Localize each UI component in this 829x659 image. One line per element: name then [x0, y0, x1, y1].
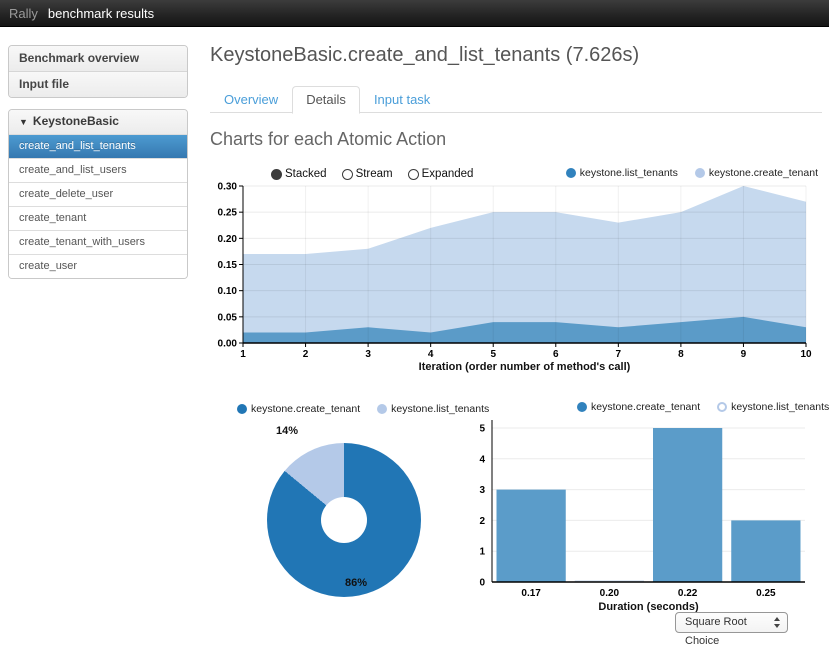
- legend-label: keystone.list_tenants: [731, 401, 829, 413]
- pie-chart-hole: [321, 497, 367, 543]
- svg-text:1: 1: [479, 547, 485, 558]
- svg-text:10: 10: [800, 349, 812, 360]
- sidebar-item-create-tenant[interactable]: create_tenant: [9, 206, 187, 230]
- svg-text:0.17: 0.17: [521, 588, 541, 599]
- accordion-header-label: KeystoneBasic: [32, 114, 119, 128]
- svg-text:7: 7: [616, 349, 622, 360]
- caret-down-icon: ▼: [19, 117, 28, 127]
- pie-slice-label-big: 86%: [345, 577, 368, 589]
- svg-text:3: 3: [479, 485, 485, 496]
- legend-item-keystone-create-tenant[interactable]: keystone.create_tenant: [577, 401, 700, 413]
- sidebar-item-create-delete-user[interactable]: create_delete_user: [9, 182, 187, 206]
- area-chart-mode-controls: Stacked Stream Expanded: [271, 168, 473, 180]
- sidebar-item-create-and-list-users[interactable]: create_and_list_users: [9, 158, 187, 182]
- svg-text:0.15: 0.15: [218, 260, 238, 271]
- radio-stream[interactable]: Stream: [341, 168, 393, 180]
- svg-text:0.00: 0.00: [218, 339, 238, 350]
- pie-chart: [267, 443, 421, 597]
- svg-text:0.22: 0.22: [678, 588, 698, 599]
- radio-icon: [341, 168, 353, 180]
- svg-text:0.25: 0.25: [218, 208, 238, 219]
- sidebar-accordion: ▼ KeystoneBasic create_and_list_tenants cr…: [8, 109, 188, 279]
- sidebar-item-benchmark-overview[interactable]: Benchmark overview: [9, 46, 187, 71]
- legend-label: keystone.list_tenants: [391, 403, 490, 415]
- svg-text:3: 3: [365, 349, 371, 360]
- pie-slice-label-small: 14%: [276, 425, 299, 437]
- legend-dot-icon: [717, 402, 728, 412]
- navbar-title: benchmark results: [47, 5, 155, 21]
- svg-text:2: 2: [479, 516, 485, 527]
- svg-text:0.10: 0.10: [218, 286, 238, 297]
- sidebar: Benchmark overview Input file ▼ KeystoneBa…: [8, 45, 188, 290]
- stacked-area-chart: 0.00 0.05 0.10 0.15 0.20 0.25 0.30 1 2 3 4 5 6 7 8 9 10 I…: [218, 182, 812, 374]
- histogram-method-select[interactable]: Square Root Choice: [675, 612, 788, 647]
- legend-dot-icon: [577, 402, 587, 412]
- radio-label: Expanded: [421, 168, 474, 180]
- legend-dot-icon: [694, 168, 705, 178]
- pie-chart-legend: keystone.create_tenant keystone.list_tena…: [237, 403, 489, 415]
- svg-text:1: 1: [240, 349, 246, 360]
- svg-text:8: 8: [678, 349, 684, 360]
- svg-text:4: 4: [428, 349, 434, 360]
- legend-item-keystone-create-tenant[interactable]: keystone.create_tenant: [694, 167, 818, 179]
- svg-text:0: 0: [479, 578, 485, 589]
- area-chart-legend: keystone.list_tenants keystone.create_ten…: [565, 167, 818, 179]
- histogram-method-select-value: Square Root Choice: [685, 616, 747, 647]
- tab-details[interactable]: Details: [292, 86, 360, 114]
- svg-text:0.05: 0.05: [218, 312, 238, 323]
- radio-expanded[interactable]: Expanded: [407, 168, 474, 180]
- page-title: KeystoneBasic.create_and_list_tenants (7…: [210, 44, 640, 66]
- tab-bar: Overview Details Input task: [210, 86, 822, 114]
- legend-dot-icon: [377, 404, 388, 414]
- svg-text:Duration (seconds): Duration (seconds): [598, 601, 699, 613]
- select-spinner-icon: [774, 616, 781, 630]
- svg-text:0.25: 0.25: [756, 588, 776, 599]
- legend-label: keystone.create_tenant: [251, 403, 361, 415]
- svg-text:6: 6: [553, 349, 559, 360]
- svg-text:0.30: 0.30: [218, 182, 238, 193]
- legend-label: keystone.create_tenant: [591, 401, 701, 413]
- svg-text:5: 5: [479, 424, 485, 435]
- legend-label: keystone.list_tenants: [579, 167, 678, 179]
- svg-text:0.20: 0.20: [600, 588, 620, 599]
- radio-stacked[interactable]: Stacked: [271, 168, 327, 180]
- legend-label: keystone.create_tenant: [708, 167, 818, 179]
- tab-input-task[interactable]: Input task: [373, 92, 431, 107]
- radio-label: Stacked: [285, 168, 327, 180]
- radio-label: Stream: [355, 168, 393, 180]
- sidebar-item-create-and-list-tenants[interactable]: create_and_list_tenants: [9, 134, 187, 158]
- top-navbar: Rally benchmark results: [0, 0, 829, 27]
- legend-item-keystone-list-tenants[interactable]: keystone.list_tenants: [717, 401, 829, 413]
- legend-dot-icon: [237, 404, 247, 414]
- svg-text:4: 4: [479, 454, 485, 465]
- radio-icon: [407, 168, 419, 180]
- sidebar-item-input-file[interactable]: Input file: [9, 71, 187, 97]
- accordion-header-keystonebasic[interactable]: ▼ KeystoneBasic: [9, 110, 187, 134]
- section-heading: Charts for each Atomic Action: [210, 129, 447, 149]
- radio-icon: [271, 168, 282, 180]
- sidebar-links-group: Benchmark overview Input file: [8, 45, 188, 98]
- sidebar-item-create-user[interactable]: create_user: [9, 254, 187, 278]
- svg-text:Iteration (order number of met: Iteration (order number of method's call…: [419, 361, 631, 373]
- histogram-chart: 0 1 2 3 4 5 0.17 0.20 0.22 0.25 Duration (seconds): [479, 420, 805, 613]
- legend-item-keystone-create-tenant[interactable]: keystone.create_tenant: [237, 403, 360, 415]
- svg-text:2: 2: [303, 349, 309, 360]
- accordion-items: create_and_list_tenants create_and_list_u…: [9, 134, 187, 278]
- svg-text:9: 9: [741, 349, 747, 360]
- legend-item-keystone-list-tenants[interactable]: keystone.list_tenants: [565, 167, 678, 179]
- legend-item-keystone-list-tenants[interactable]: keystone.list_tenants: [377, 403, 489, 415]
- app-brand[interactable]: Rally: [9, 5, 38, 21]
- svg-text:0.20: 0.20: [218, 234, 238, 245]
- histogram-legend: keystone.create_tenant keystone.list_tena…: [577, 401, 829, 413]
- svg-text:5: 5: [490, 349, 496, 360]
- tab-overview[interactable]: Overview: [224, 92, 279, 107]
- legend-dot-icon: [565, 168, 576, 178]
- sidebar-item-create-tenant-with-users[interactable]: create_tenant_with_users: [9, 230, 187, 254]
